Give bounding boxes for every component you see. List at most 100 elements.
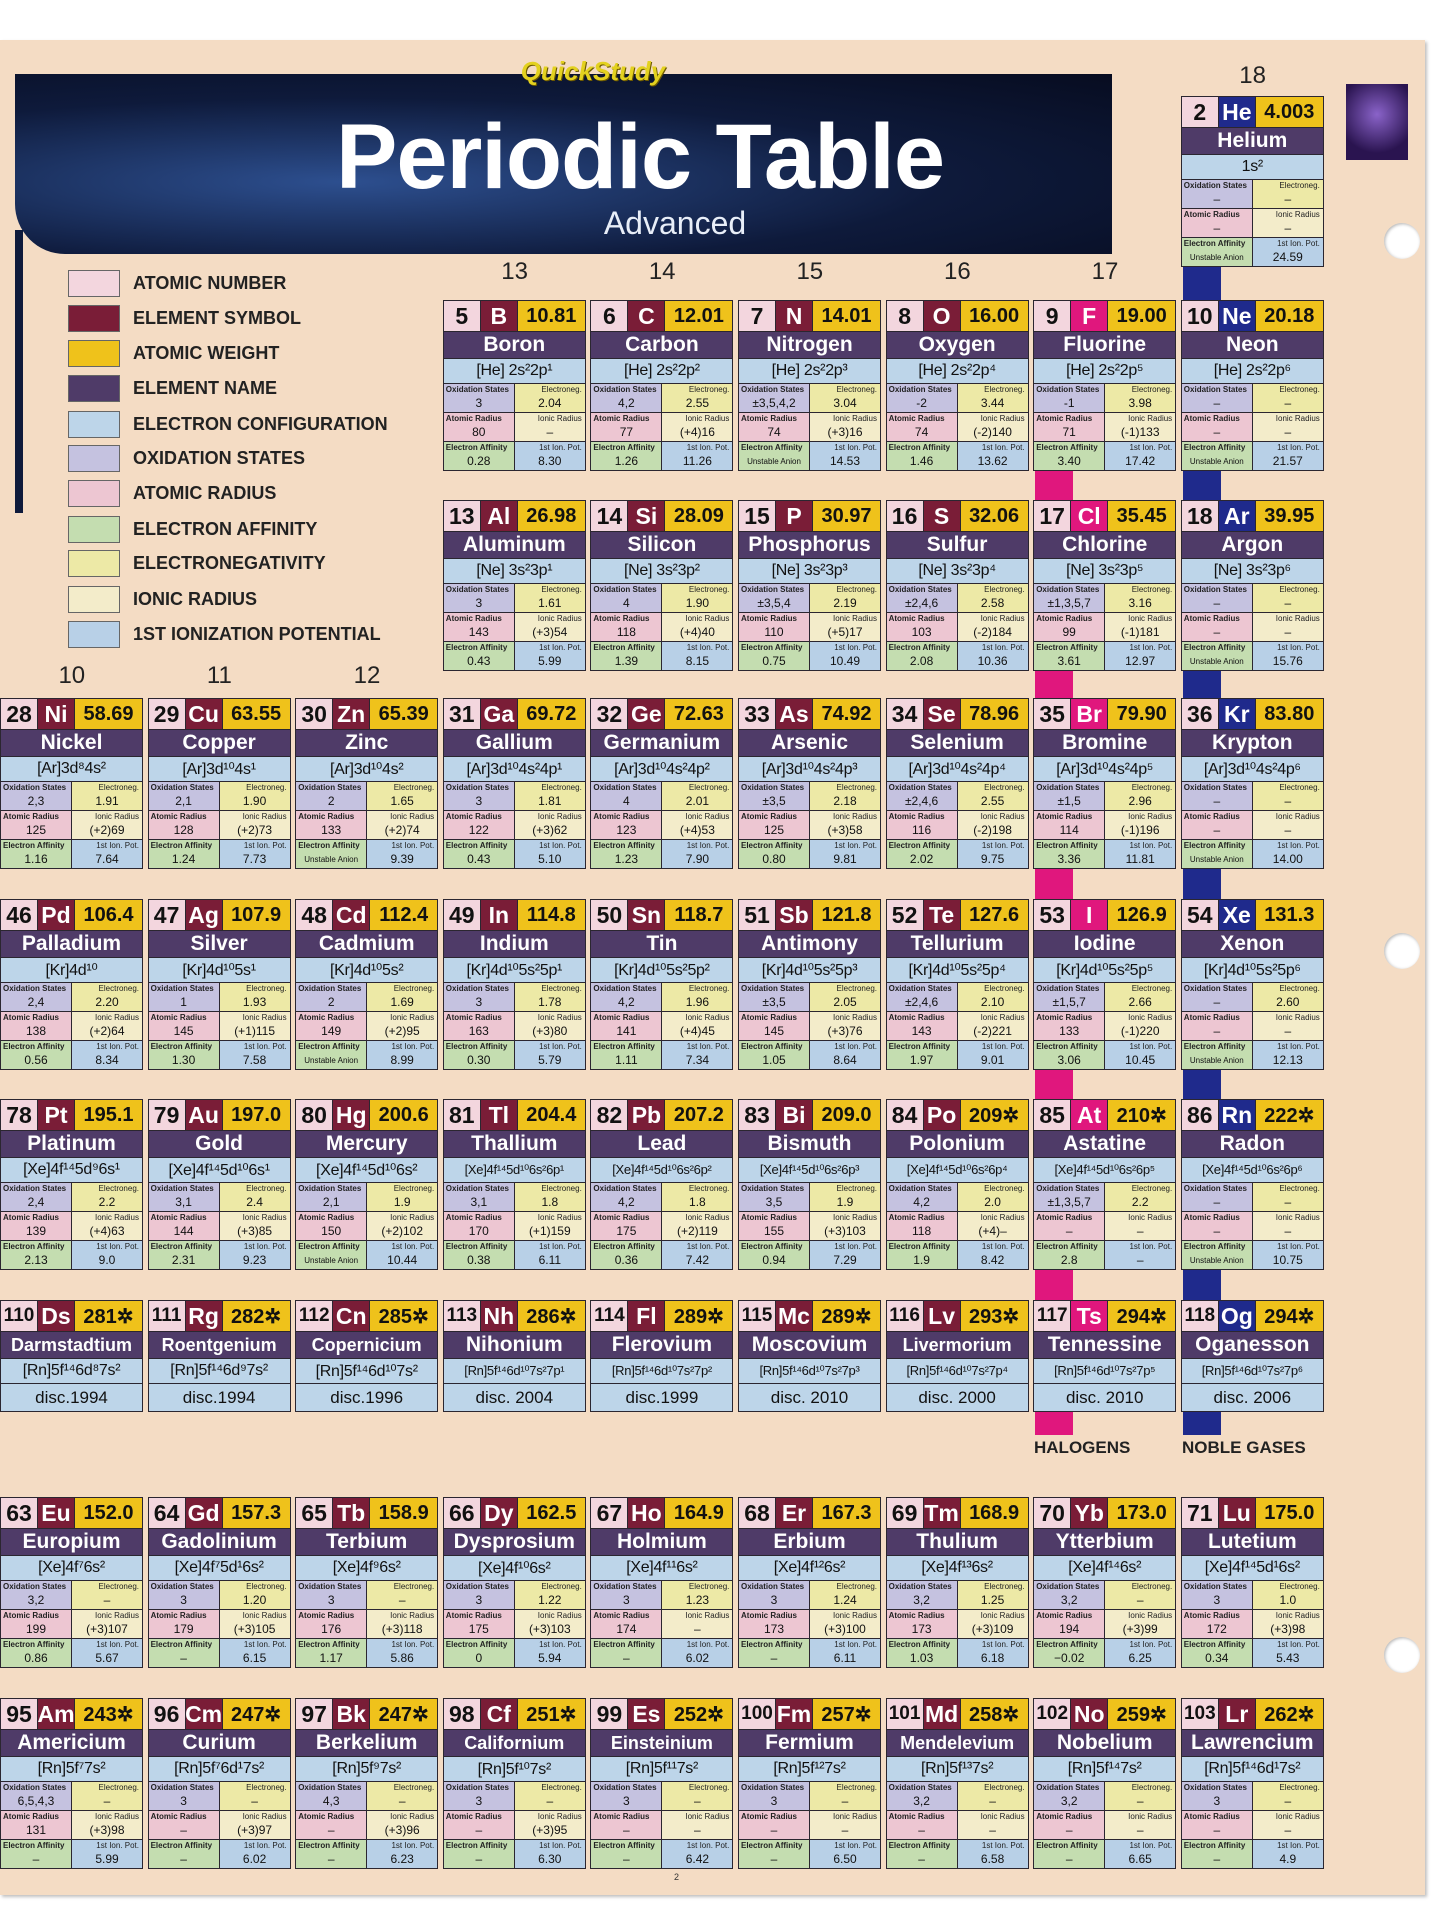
property-label: Ionic Radius [832,1213,877,1222]
property-label: Electron Affinity [445,1640,508,1649]
property-label: Ionic Radius [685,614,730,623]
property-label: Electroneg. [1279,1184,1320,1193]
atomic-number: 54 [1181,900,1218,930]
element-symbol: Ni [38,699,74,729]
property-box: Atomic Radius 179 [148,1610,219,1638]
element-symbol: Md [923,1699,960,1729]
property-box: Oxidation States ±2,4,6 [886,983,957,1011]
property-label: 1st Ion. Pot. [391,1841,435,1850]
electron-configuration: [Ar]3d¹⁰4s²4p⁵ [1034,757,1176,781]
property-value: 3 [770,1593,778,1607]
property-value: 173 [911,1622,932,1636]
property-box: Atomic Radius 103 [886,613,957,641]
property-value: 194 [1059,1622,1080,1636]
atomic-number: 66 [443,1498,480,1528]
property-box: Atomic Radius 122 [443,811,514,839]
element-cell: 98 Cf 251✲ Californium [Rn]5f¹⁰7s² Oxidation … [442,1698,586,1869]
property-label: Ionic Radius [832,614,877,623]
property-value: (-2)140 [973,425,1012,439]
property-box: Electron Affinity Unstable Anion [296,1241,367,1269]
element-name: Xenon [1181,931,1323,957]
atomic-number: 48 [296,900,333,930]
element-cell: 99 Es 252✲ Einsteinium [Rn]5f¹¹7s² Oxidation … [590,1698,734,1869]
legend-swatch [68,480,120,507]
property-label: Electroneg. [1279,1582,1320,1591]
property-box: Atomic Radius 74 [886,413,957,441]
property-box: Electroneg. 2.66 [1105,983,1176,1011]
property-box: Electron Affinity 0.36 [591,1241,662,1269]
property-label: Oxidation States [741,783,805,792]
element-name: Astatine [1034,1131,1176,1157]
property-box: Electron Affinity 0.56 [1,1041,71,1069]
property-label: Atomic Radius [150,1611,207,1620]
property-box: 1st Ion. Pot. 8.15 [662,642,733,670]
element-name: Silver [148,931,290,957]
atomic-number: 118 [1181,1301,1218,1331]
element-cell: 96 Cm 247✲ Curium [Rn]5f⁷6d¹7s² Oxidation Sta… [147,1698,291,1869]
element-name: Thulium [886,1529,1028,1555]
property-label: Ionic Radius [1275,1812,1320,1821]
property-box: Electroneg. 1.90 [219,782,290,810]
property-box: Ionic Radius (-1)196 [1105,811,1176,839]
property-value: 4.9 [1279,1852,1297,1866]
property-box: 1st Ion. Pot. 8.34 [72,1041,142,1069]
property-value: (+3)109 [971,1622,1014,1636]
property-value: 2.2 [98,1195,116,1209]
property-value: 3 [180,1593,187,1607]
element-name: Flerovium [591,1332,733,1358]
property-value: (-2)184 [973,625,1012,639]
element-name: Indium [443,931,585,957]
property-box: Oxidation States 3 [443,983,514,1011]
property-value: – [251,1794,258,1808]
property-label: Electroneg. [836,1582,877,1591]
property-label: Oxidation States [1036,984,1100,993]
property-label: Atomic Radius [1183,210,1240,219]
element-name: Gallium [443,730,585,756]
property-label: Atomic Radius [1183,414,1240,423]
property-value: 11.26 [682,454,712,468]
atomic-weight: 209✲ [960,1100,1028,1130]
property-label: Electron Affinity [593,643,655,652]
property-label: Oxidation States [3,783,67,792]
element-symbol: N [776,301,812,331]
element-symbol: F [1071,301,1108,331]
property-box: Atomic Radius 131 [1,1811,71,1839]
property-box: Electron Affinity 0.86 [1,1639,71,1667]
property-label: 1st Ion. Pot. [1277,1242,1320,1251]
electron-configuration: [Xe]4f¹²6s² [739,1556,880,1580]
property-value: – [1284,794,1292,808]
element-cell: 95 Am 243✲ Americium [Rn]5f⁷7s² Oxidation Sta… [0,1698,143,1869]
property-value: 2.19 [833,596,857,610]
atomic-weight: 175.0 [1255,1498,1323,1528]
property-box: Electroneg. – [662,1782,733,1810]
property-label: 1st Ion. Pot. [981,1841,1025,1850]
property-label: Electron Affinity [150,1242,213,1251]
property-box: 1st Ion. Pot. 9.81 [810,840,880,868]
property-label: Atomic Radius [593,1013,650,1022]
property-value: 6.25 [1128,1651,1152,1665]
property-label: Ionic Radius [537,1611,582,1620]
property-value: 2.2 [1131,1195,1149,1209]
discovery: disc. 2010 [1034,1384,1176,1411]
property-box: Electron Affinity Unstable Anion [1181,642,1252,670]
property-label: Electroneg. [1279,783,1320,792]
page-number: 2 [674,1872,680,1882]
property-value: – [1213,625,1221,639]
property-value: 14.00 [1272,852,1303,866]
element-name: Nihonium [443,1332,585,1358]
element-cell: 48 Cd 112.4 Cadmium [Kr]4d¹⁰5s² Oxidation Sta… [295,899,439,1070]
property-value: Unstable Anion [1189,457,1244,466]
electron-configuration: [Kr]4d¹⁰5s²5p³ [739,958,880,982]
property-box: Electron Affinity 3.40 [1034,442,1105,470]
property-label: Oxidation States [593,984,657,993]
property-box: Ionic Radius (+2)73 [219,811,290,839]
element-name: Oganesson [1181,1332,1323,1358]
atomic-number: 5 [443,301,480,331]
element-name: Roentgenium [148,1332,290,1358]
atomic-weight: 35.45 [1108,501,1176,531]
property-value: – [1284,192,1292,206]
property-box: Electroneg. 1.25 [957,1581,1028,1609]
electron-configuration: [He] 2s²2p¹ [443,359,585,383]
element-symbol: Xe [1218,900,1255,930]
property-box: Oxidation States ±3,5 [739,782,809,810]
